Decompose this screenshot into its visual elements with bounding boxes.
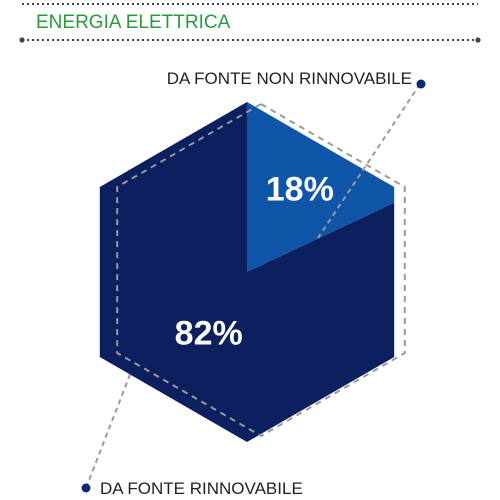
callout-label-non-renewable: DA FONTE NON RINNOVABILE: [167, 69, 412, 88]
callout-dot-non-renewable: [416, 79, 426, 89]
header-divider-dot-right: [475, 37, 481, 43]
leader-line-non-renewable: [317, 83, 421, 239]
callout-non-renewable: DA FONTE NON RINNOVABILE: [167, 69, 426, 239]
leader-line-renewable: [85, 371, 132, 489]
hexagon-dashed-outline: [116, 102, 406, 438]
slice-renewable: [99, 102, 395, 442]
slice-non-renewable-value-label: 18%: [266, 171, 334, 209]
callout-label-renewable: DA FONTE RINNOVABILE: [100, 479, 303, 498]
chart-slice-labels: 18% 82%: [175, 171, 334, 353]
chart-slices: [99, 102, 395, 442]
header: ENERGIA ELETTRICA: [19, 3, 481, 43]
header-divider-dot-left: [19, 37, 25, 43]
slice-non-renewable: [247, 102, 395, 272]
callout-renewable: DA FONTE RINNOVABILE: [81, 371, 303, 498]
slice-renewable-value-label: 82%: [175, 314, 243, 352]
callout-dot-renewable: [81, 483, 91, 493]
section-title: ENERGIA ELETTRICA: [36, 12, 231, 33]
